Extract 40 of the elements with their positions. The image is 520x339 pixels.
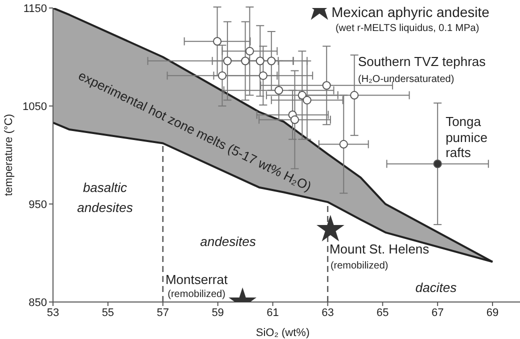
x-tick-label: 67 (431, 306, 444, 319)
annotation: Mount St. Helens (remobilized) (329, 241, 430, 272)
point (350, 90, 359, 100)
point (433, 160, 442, 168)
x-tick-label: 59 (212, 306, 224, 319)
annotation: Southern TVZ tephras (H₂O-undersaturated) (358, 54, 486, 85)
point (318, 216, 344, 241)
annotation: dacites (415, 280, 458, 295)
point (267, 56, 276, 66)
annotation: basaltic andesites (77, 180, 134, 215)
x-axis-title: SiO₂ (wt%) (256, 327, 310, 339)
x-tick-label: 61 (266, 306, 279, 319)
y-tick-label: 850 (28, 296, 47, 309)
y-tick-label: 1050 (22, 100, 47, 113)
point (302, 96, 312, 104)
annotation: Mexican aphyric andesite (wet r-MELTS liquidus, 0.1 MPa) (331, 4, 490, 34)
point (339, 140, 348, 148)
annotation: andesites (200, 234, 256, 249)
point (223, 56, 232, 66)
point (218, 71, 227, 80)
point (256, 56, 264, 66)
x-tick-label: 57 (156, 306, 170, 319)
y-tick-label: 950 (28, 198, 47, 211)
x-tick-label: 65 (376, 306, 389, 319)
y-axis-title: temperature (°C) (3, 114, 15, 196)
point (212, 37, 222, 46)
point (274, 86, 284, 95)
point (258, 71, 268, 80)
x-tick-label: 55 (102, 306, 114, 319)
annotation: Tonga pumice rafts (446, 114, 488, 160)
point (298, 90, 306, 100)
point (290, 115, 300, 124)
point (241, 56, 250, 66)
x-tick-label: 53 (46, 306, 60, 319)
x-tick-label: 69 (486, 306, 499, 319)
annotation: Montserrat (remobilized) (165, 272, 228, 300)
y-tick-label: 1150 (23, 2, 47, 15)
point (245, 46, 254, 56)
x-tick-label: 63 (322, 306, 334, 319)
point (322, 81, 331, 90)
